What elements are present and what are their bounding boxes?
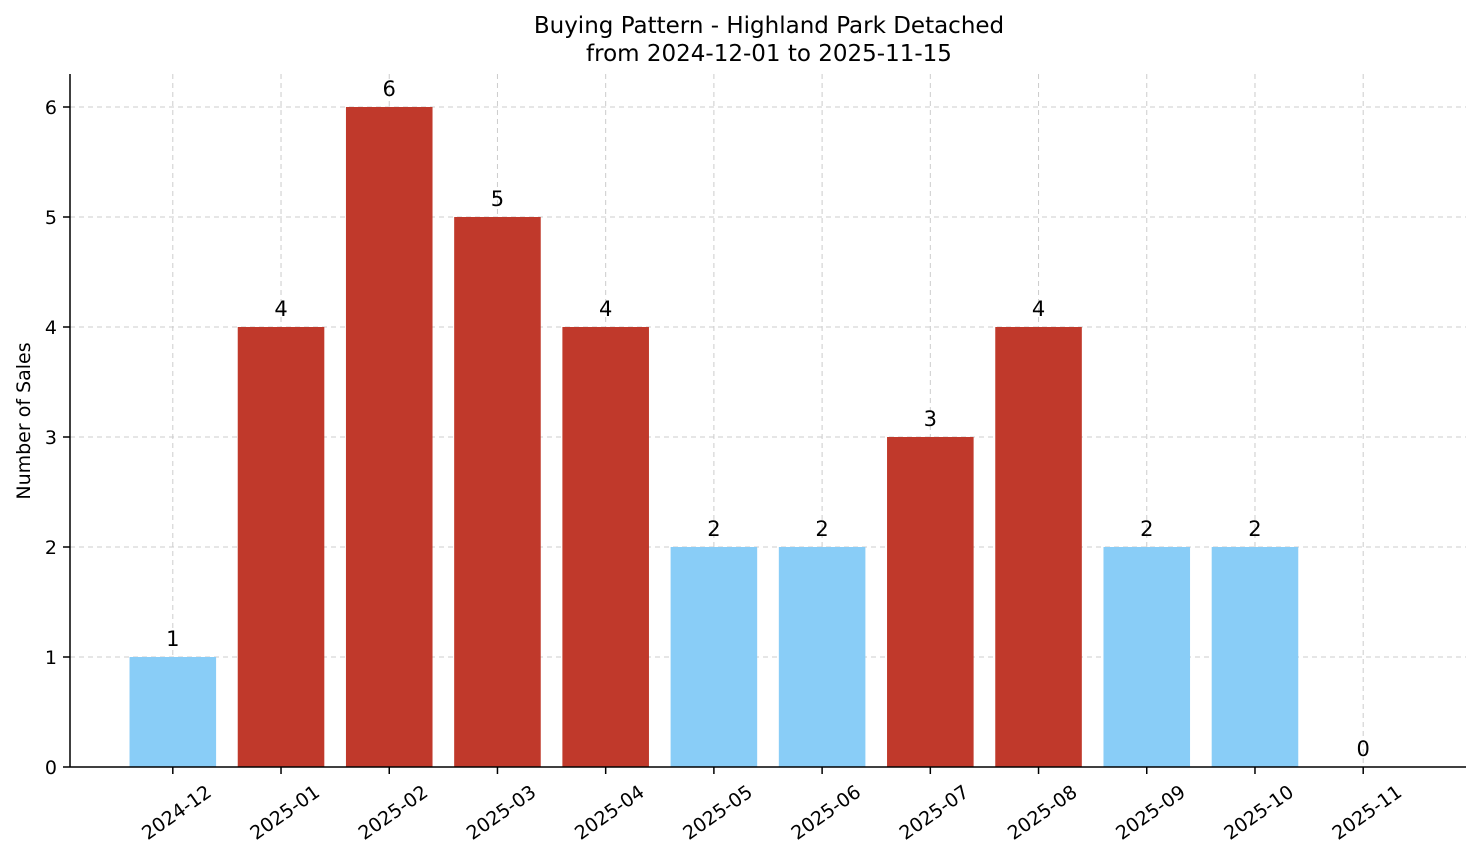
x-tick-label-2024-12: 2024-12 xyxy=(138,781,216,845)
bar-2025-01 xyxy=(237,327,325,767)
data-label-2025-01: 4 xyxy=(274,297,287,321)
bar-2025-09 xyxy=(1103,547,1191,767)
data-label-2025-06: 2 xyxy=(815,517,828,541)
y-tick-label: 4 xyxy=(45,317,57,339)
data-label-2024-12: 1 xyxy=(166,627,179,651)
y-axis-label: Number of Sales xyxy=(13,342,35,499)
data-label-2025-02: 6 xyxy=(383,77,396,101)
bar-2024-12 xyxy=(129,657,217,767)
bar-2025-04 xyxy=(562,327,649,767)
x-tick-label-2025-05: 2025-05 xyxy=(679,781,757,845)
y-tick-label: 5 xyxy=(45,207,57,229)
bars xyxy=(129,107,1299,767)
bar-2025-07 xyxy=(887,437,974,767)
data-label-2025-04: 4 xyxy=(599,297,612,321)
y-tick-label: 2 xyxy=(45,537,57,559)
bar-2025-05 xyxy=(670,547,758,767)
data-label-2025-11: 0 xyxy=(1357,737,1370,761)
bar-2025-10 xyxy=(1211,547,1299,767)
bar-2025-02 xyxy=(345,107,433,767)
data-label-2025-03: 5 xyxy=(491,187,504,211)
bar-2025-06 xyxy=(778,547,866,767)
data-label-2025-10: 2 xyxy=(1248,517,1261,541)
x-tick-label-2025-09: 2025-09 xyxy=(1112,781,1190,845)
x-tick-label-2025-10: 2025-10 xyxy=(1220,781,1298,845)
data-label-2025-05: 2 xyxy=(707,517,720,541)
x-tick-label-2025-06: 2025-06 xyxy=(787,781,865,845)
x-tick-label-2025-01: 2025-01 xyxy=(246,781,324,845)
x-tick-label-2025-04: 2025-04 xyxy=(571,781,649,845)
data-label-2025-07: 3 xyxy=(924,407,937,431)
axes xyxy=(63,74,1466,774)
x-tick-label-2025-03: 2025-03 xyxy=(463,781,541,845)
x-tick-label-2025-07: 2025-07 xyxy=(896,781,974,845)
y-tick-label: 1 xyxy=(45,647,57,669)
bar-2025-08 xyxy=(995,327,1082,767)
chart-title: Buying Pattern - Highland Park Detached xyxy=(534,13,1004,39)
x-tick-label-2025-02: 2025-02 xyxy=(354,781,432,845)
y-tick-label: 3 xyxy=(45,427,57,449)
y-tick-label: 0 xyxy=(45,757,57,779)
y-tick-label: 6 xyxy=(45,97,57,119)
chart-subtitle: from 2024-12-01 to 2025-11-15 xyxy=(586,41,952,67)
x-tick-label-2025-08: 2025-08 xyxy=(1004,781,1082,845)
bar-2025-03 xyxy=(454,217,541,767)
data-label-2025-09: 2 xyxy=(1140,517,1153,541)
data-label-2025-08: 4 xyxy=(1032,297,1045,321)
x-tick-label-2025-11: 2025-11 xyxy=(1328,781,1406,845)
